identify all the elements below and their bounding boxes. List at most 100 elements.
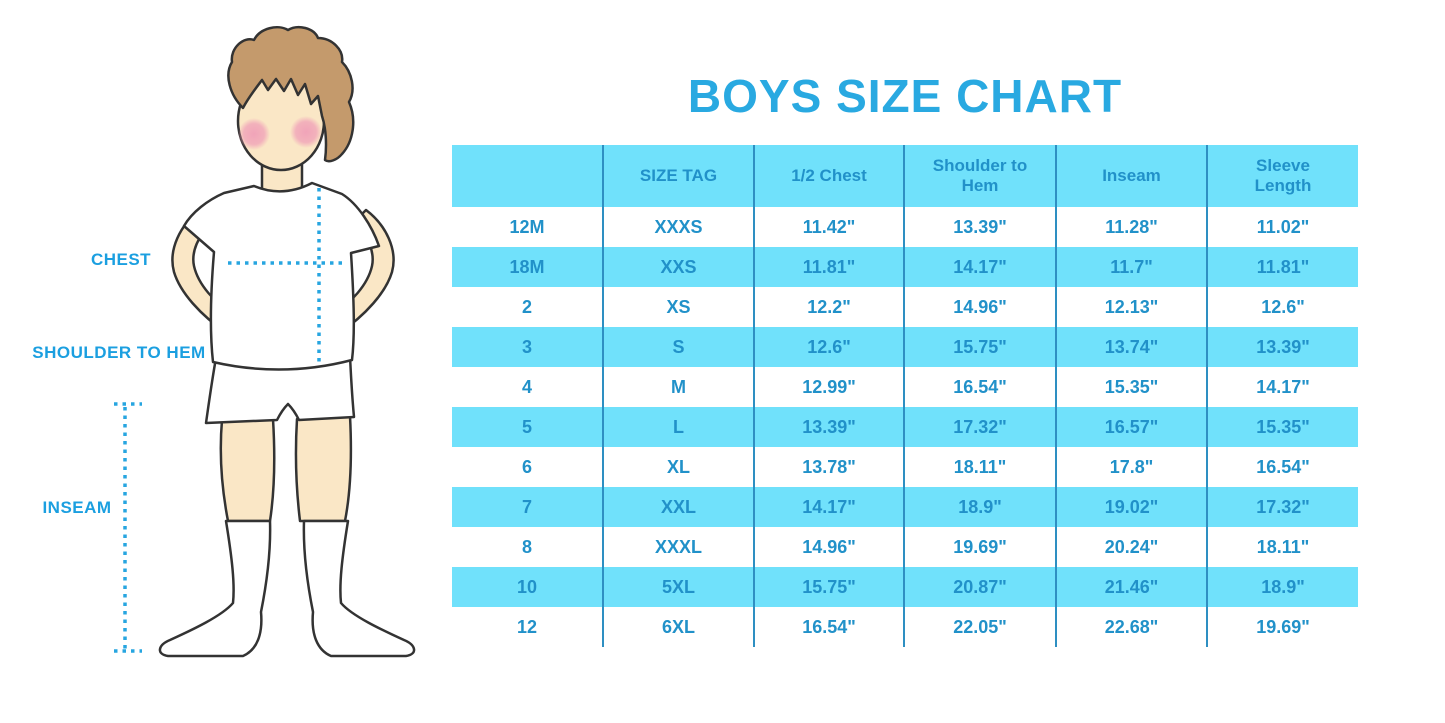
table-cell: 21.46" — [1055, 567, 1206, 607]
table-cell: 19.02" — [1055, 487, 1206, 527]
page-title: BOYS SIZE CHART — [687, 69, 1123, 122]
boy-sock-left — [158, 519, 272, 658]
table-row: 2 XS 12.2" 14.96" 12.13" 12.6" — [452, 287, 1358, 327]
table-cell: 13.39" — [753, 407, 903, 447]
boy-cheek-left — [238, 118, 270, 150]
shoulder-to-hem-label: SHOULDER TO HEM — [32, 343, 206, 362]
table-cell: XL — [602, 447, 753, 487]
boy-cheek-right — [290, 116, 322, 148]
boy-hair — [227, 26, 355, 163]
table-cell: 12 — [516, 616, 538, 637]
table-cell: 20.24" — [1055, 527, 1206, 567]
table-cell: 17.32" — [1206, 487, 1358, 527]
table-cell: 11.42" — [753, 207, 903, 247]
table-cell: 11.81" — [753, 247, 903, 287]
table-cell: 16.54" — [903, 367, 1055, 407]
table-row: 4 M 12.99" 16.54" 15.35" 14.17" — [452, 367, 1358, 407]
table-cell: S — [602, 327, 753, 367]
table-cell: 4 — [521, 376, 532, 397]
table-cell: L — [602, 407, 753, 447]
table-cell: 22.68" — [1055, 607, 1206, 647]
header-cell-half-chest: 1/2 Chest — [753, 145, 903, 207]
table-cell: 15.75" — [753, 567, 903, 607]
table-cell: 12.13" — [1055, 287, 1206, 327]
table-cell: 20.87" — [903, 567, 1055, 607]
table-cell: 5XL — [602, 567, 753, 607]
table-cell: 10 — [516, 576, 538, 597]
size-table-body: 12M XXXS 11.42" 13.39" 11.28" 11.02" 18M XXS 11.… — [452, 207, 1358, 647]
table-row: 12 6XL 16.54" 22.05" 22.68" 19.69" — [452, 607, 1358, 647]
table-cell: 15.35" — [1206, 407, 1358, 447]
table-row: 18M XXS 11.81" 14.17" 11.7" 11.81" — [452, 247, 1358, 287]
boy-illustration — [114, 26, 416, 658]
table-cell: 6XL — [602, 607, 753, 647]
table-cell: 12.6" — [753, 327, 903, 367]
table-row: 10 5XL 15.75" 20.87" 21.46" 18.9" — [452, 567, 1358, 607]
header-cell-shoulder-to-hem: Shoulder to Hem — [903, 145, 1055, 207]
table-cell: 11.28" — [1055, 207, 1206, 247]
table-cell: 18M — [509, 256, 545, 277]
boy-shirt — [182, 181, 381, 371]
table-cell: 2 — [521, 296, 532, 317]
table-cell: 12M — [509, 216, 545, 237]
header-cell-size — [452, 145, 602, 207]
table-cell: 13.74" — [1055, 327, 1206, 367]
table-cell: XXL — [602, 487, 753, 527]
table-row: 6 XL 13.78" 18.11" 17.8" 16.54" — [452, 447, 1358, 487]
boy-leg-right — [294, 414, 353, 523]
table-cell: 19.69" — [1206, 607, 1358, 647]
header-cell-sleeve-length: Sleeve Length — [1206, 145, 1358, 207]
table-cell: M — [602, 367, 753, 407]
table-cell: 13.39" — [903, 207, 1055, 247]
boy-leg-left — [219, 417, 276, 523]
table-row: 5 L 13.39" 17.32" 16.57" 15.35" — [452, 407, 1358, 447]
table-cell: XS — [602, 287, 753, 327]
table-cell: 7 — [521, 496, 532, 517]
table-cell: 14.96" — [753, 527, 903, 567]
table-cell: 14.17" — [1206, 367, 1358, 407]
boy-sock-right — [302, 519, 416, 658]
table-cell: 14.17" — [753, 487, 903, 527]
table-cell: 11.7" — [1055, 247, 1206, 287]
table-cell: XXXS — [602, 207, 753, 247]
table-cell: 22.05" — [903, 607, 1055, 647]
table-row: 12M XXXS 11.42" 13.39" 11.28" 11.02" — [452, 207, 1358, 247]
table-cell: 18.11" — [1206, 527, 1358, 567]
size-table: SIZE TAG 1/2 Chest Shoulder to Hem Insea… — [452, 145, 1358, 647]
table-cell: 11.81" — [1206, 247, 1358, 287]
table-cell: 16.57" — [1055, 407, 1206, 447]
table-cell: 17.8" — [1055, 447, 1206, 487]
table-cell: 12.6" — [1206, 287, 1358, 327]
chest-label: CHEST — [90, 250, 152, 269]
table-cell: 12.99" — [753, 367, 903, 407]
table-cell: XXXL — [602, 527, 753, 567]
table-row: 3 S 12.6" 15.75" 13.74" 13.39" — [452, 327, 1358, 367]
table-cell: 8 — [521, 536, 532, 557]
table-row: 7 XXL 14.17" 18.9" 19.02" 17.32" — [452, 487, 1358, 527]
table-cell: 14.17" — [903, 247, 1055, 287]
table-cell: 12.2" — [753, 287, 903, 327]
table-cell: 17.32" — [903, 407, 1055, 447]
table-cell: 18.11" — [903, 447, 1055, 487]
table-cell: 14.96" — [903, 287, 1055, 327]
header-cell-inseam: Inseam — [1055, 145, 1206, 207]
table-cell: 19.69" — [903, 527, 1055, 567]
table-cell: 16.54" — [1206, 447, 1358, 487]
table-cell: 5 — [521, 416, 532, 437]
table-cell: 13.78" — [753, 447, 903, 487]
table-cell: 18.9" — [1206, 567, 1358, 607]
table-cell: 15.35" — [1055, 367, 1206, 407]
header-cell-size-tag: SIZE TAG — [602, 145, 753, 207]
table-row: 8 XXXL 14.96" 19.69" 20.24" 18.11" — [452, 527, 1358, 567]
table-cell: 16.54" — [753, 607, 903, 647]
table-cell: 3 — [521, 336, 532, 357]
table-cell: 13.39" — [1206, 327, 1358, 367]
table-cell: 6 — [521, 456, 532, 477]
table-header-row: SIZE TAG 1/2 Chest Shoulder to Hem Insea… — [452, 145, 1358, 207]
table-cell: 18.9" — [903, 487, 1055, 527]
inseam-label: INSEAM — [42, 498, 112, 517]
table-cell: XXS — [602, 247, 753, 287]
figure-panel: CHEST SHOULDER TO HEM INSEAM — [0, 0, 450, 723]
table-cell: 11.02" — [1206, 207, 1358, 247]
table-cell: 15.75" — [903, 327, 1055, 367]
